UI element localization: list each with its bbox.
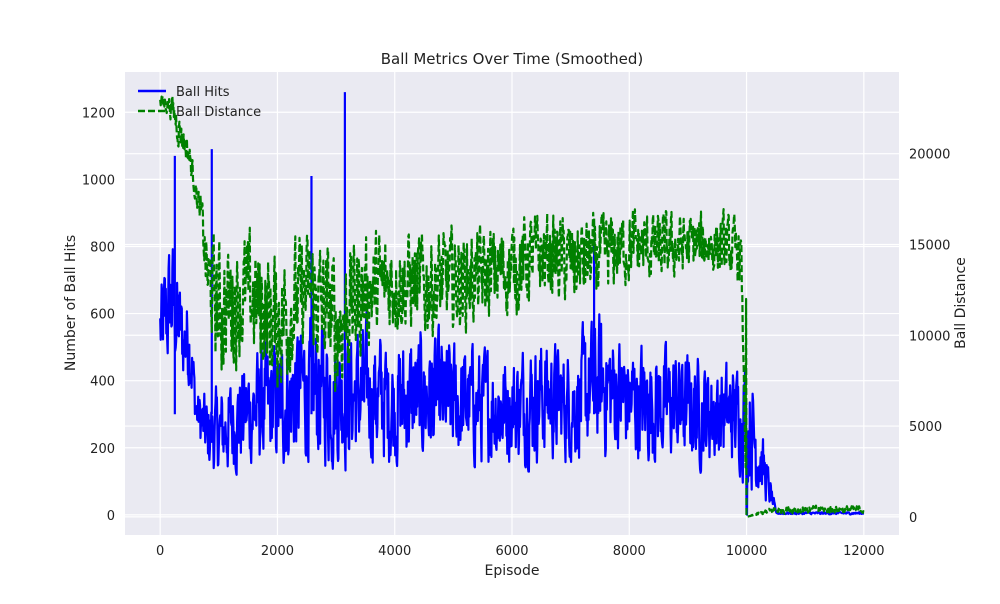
grid-lines: [125, 72, 899, 535]
x-tick-label: 12000: [843, 544, 884, 559]
legend-label-ball-hits: Ball Hits: [176, 85, 230, 100]
y-axis-left-label: Number of Ball Hits: [63, 235, 79, 371]
x-tick-label: 0: [156, 544, 164, 559]
series-line-ball-distance: [159, 94, 865, 518]
y-left-tick-label: 1200: [82, 106, 115, 121]
x-tick-label: 4000: [378, 544, 411, 559]
legend: Ball Hits Ball Distance: [138, 85, 261, 120]
series-ball-distance: [159, 94, 865, 518]
tick-labels: 0 2000 4000 6000 8000 10000 120000200400600800…: [82, 106, 950, 559]
y-right-tick-label: 5000: [909, 420, 942, 435]
y-right-tick-label: 15000: [909, 238, 950, 253]
y-right-tick-label: 20000: [909, 148, 950, 163]
y-left-tick-label: 600: [90, 308, 115, 323]
x-tick-label: 8000: [613, 544, 646, 559]
y-left-tick-label: 200: [90, 442, 115, 457]
chart-title: Ball Metrics Over Time (Smoothed): [381, 50, 643, 68]
y-axis-right-label: Ball Distance: [953, 257, 969, 349]
y-left-tick-label: 1000: [82, 173, 115, 188]
x-tick-label: 10000: [726, 544, 767, 559]
y-left-tick-label: 0: [107, 509, 115, 524]
y-right-tick-label: 0: [909, 511, 917, 526]
x-tick-label: 6000: [495, 544, 528, 559]
x-axis-label: Episode: [485, 563, 540, 579]
y-left-tick-label: 800: [90, 240, 115, 255]
x-tick-label: 2000: [261, 544, 294, 559]
legend-label-ball-distance: Ball Distance: [176, 105, 261, 120]
y-left-tick-label: 400: [90, 375, 115, 390]
y-right-tick-label: 10000: [909, 329, 950, 344]
